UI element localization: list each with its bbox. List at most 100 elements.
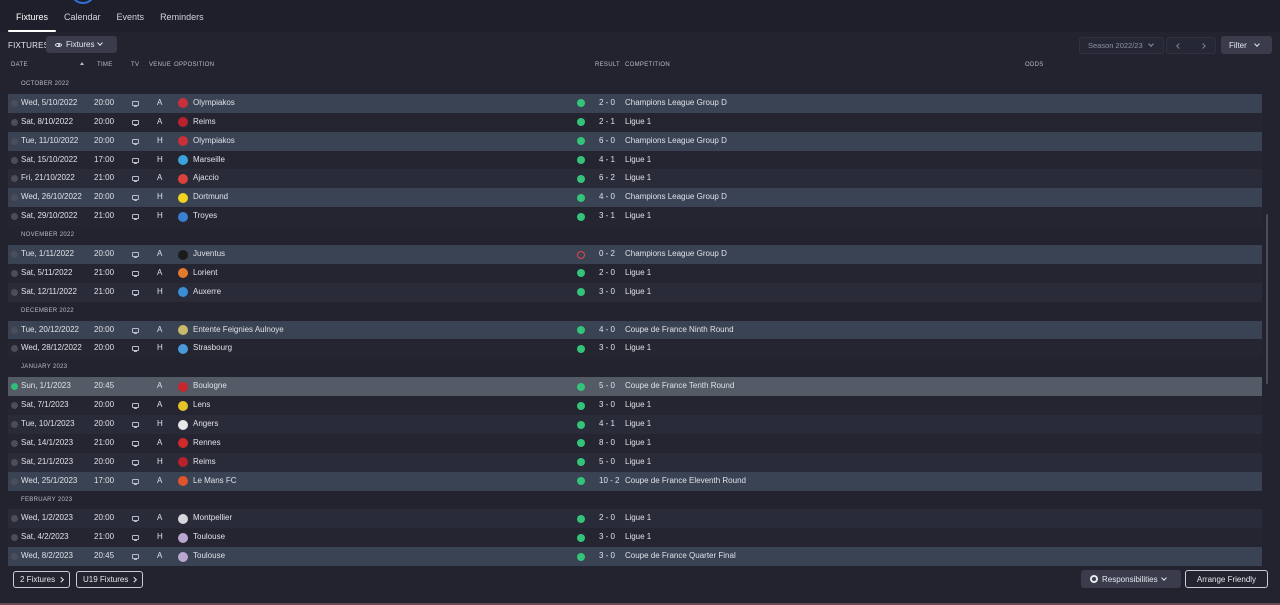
fixture-row[interactable]: Sat, 4/2/2023 21:00 H Toulouse 3 - 0 Ligue 1 [8, 528, 1262, 548]
scrollbar[interactable] [1266, 214, 1268, 384]
filter-button[interactable]: Filter [1221, 36, 1272, 54]
fixture-competition[interactable]: Coupe de France Tenth Round [625, 381, 735, 391]
fixtures-count-button[interactable]: 2 Fixtures [13, 571, 70, 588]
fixture-row[interactable]: Wed, 5/10/2022 20:00 A Olympiakos 2 - 0 Champ… [8, 93, 1262, 113]
header-time[interactable]: TIME [97, 62, 113, 68]
fixture-score[interactable]: 0 - 2 [599, 249, 616, 259]
fixture-row[interactable]: Sat, 29/10/2022 21:00 H Troyes 3 - 1 Ligue 1 [8, 207, 1262, 227]
opposition-name[interactable]: Marseille [193, 154, 226, 164]
fixture-competition[interactable]: Coupe de France Ninth Round [625, 324, 734, 334]
fixture-score[interactable]: 2 - 0 [599, 513, 616, 523]
fixture-row[interactable]: Sat, 12/11/2022 21:00 H Auxerre 3 - 0 Ligue 1 [8, 282, 1262, 302]
responsibilities-button[interactable]: Responsibilities [1081, 570, 1181, 588]
fixture-score[interactable]: 3 - 0 [599, 551, 616, 561]
opposition-name[interactable]: Angers [193, 419, 219, 429]
opposition-name[interactable]: Dortmund [193, 192, 229, 202]
fixture-score[interactable]: 4 - 0 [599, 324, 616, 334]
tab-calendar[interactable]: Calendar [64, 12, 101, 22]
fixture-competition[interactable]: Ligue 1 [625, 343, 652, 353]
tab-events[interactable]: Events [116, 12, 145, 22]
fixture-score[interactable]: 8 - 0 [599, 437, 616, 447]
header-tv[interactable]: TV [131, 62, 140, 68]
fixture-competition[interactable]: Ligue 1 [625, 532, 652, 542]
fixture-score[interactable]: 10 - 2 [599, 475, 620, 485]
tab-fixtures[interactable]: Fixtures [8, 12, 57, 32]
fixture-competition[interactable]: Champions League Group D [625, 135, 727, 145]
opposition-name[interactable]: Reims [193, 456, 216, 466]
club-logo-icon[interactable] [72, 0, 94, 4]
header-competition[interactable]: COMPETITION [625, 62, 670, 68]
fixture-row[interactable]: Sat, 15/10/2022 17:00 H Marseille 4 - 1 Ligue… [8, 150, 1262, 170]
fixture-row[interactable]: Sat, 21/1/2023 20:00 H Reims 5 - 0 Ligue 1 [8, 452, 1262, 472]
fixture-score[interactable]: 4 - 0 [599, 192, 616, 202]
fixture-row[interactable]: Tue, 1/11/2022 20:00 A Juventus 0 - 2 Champio… [8, 245, 1262, 264]
fixture-competition[interactable]: Champions League Group D [625, 249, 727, 259]
opposition-name[interactable]: Le Mans FC [193, 475, 237, 485]
fixture-score[interactable]: 2 - 1 [599, 116, 616, 126]
fixture-score[interactable]: 5 - 0 [599, 381, 616, 391]
view-selector-button[interactable]: Fixtures [46, 36, 117, 53]
opposition-name[interactable]: Entente Feignies Aulnoye [193, 324, 284, 334]
opposition-name[interactable]: Olympiakos [193, 135, 235, 145]
opposition-name[interactable]: Toulouse [193, 551, 226, 561]
fixture-competition[interactable]: Coupe de France Eleventh Round [625, 475, 746, 485]
fixture-competition[interactable]: Ligue 1 [625, 267, 652, 277]
fixture-competition[interactable]: Champions League Group D [625, 97, 727, 107]
fixture-competition[interactable]: Ligue 1 [625, 456, 652, 466]
fixture-competition[interactable]: Ligue 1 [625, 419, 652, 429]
previous-arrow-icon[interactable] [1176, 42, 1182, 49]
fixture-score[interactable]: 3 - 0 [599, 286, 616, 296]
fixture-row[interactable]: Tue, 11/10/2022 20:00 H Olympiakos 6 - 0 Cham… [8, 131, 1262, 151]
header-result[interactable]: RESULT [595, 62, 621, 68]
fixture-row[interactable]: Sun, 1/1/2023 20:45 A Boulogne 5 - 0 Coupe de… [8, 377, 1262, 397]
opposition-name[interactable]: Montpellier [193, 513, 233, 523]
fixture-score[interactable]: 3 - 0 [599, 400, 616, 410]
fixture-score[interactable]: 5 - 0 [599, 456, 616, 466]
tab-reminders[interactable]: Reminders [160, 12, 204, 22]
opposition-name[interactable]: Lens [193, 400, 211, 410]
fixture-row[interactable]: Wed, 26/10/2022 20:00 H Dortmund 4 - 0 Champi… [8, 188, 1262, 208]
opposition-name[interactable]: Reims [193, 116, 216, 126]
fixture-competition[interactable]: Ligue 1 [625, 211, 652, 221]
fixture-score[interactable]: 6 - 0 [599, 135, 616, 145]
fixture-row[interactable]: Fri, 21/10/2022 21:00 A Ajaccio 6 - 2 Ligue 1 [8, 169, 1262, 189]
header-opposition[interactable]: OPPOSITION [174, 62, 215, 68]
fixture-row[interactable]: Wed, 25/1/2023 17:00 A Le Mans FC 10 - 2 Coup… [8, 471, 1262, 491]
fixture-row[interactable]: Wed, 28/12/2022 20:00 H Strasbourg 3 - 0 Ligu… [8, 339, 1262, 359]
fixture-competition[interactable]: Ligue 1 [625, 154, 652, 164]
header-odds[interactable]: ODDS [1025, 62, 1044, 68]
fixture-row[interactable]: Sat, 8/10/2022 20:00 A Reims 2 - 1 Ligue 1 [8, 112, 1262, 132]
arrange-friendly-button[interactable]: Arrange Friendly [1185, 570, 1268, 588]
fixture-competition[interactable]: Ligue 1 [625, 400, 652, 410]
fixture-score[interactable]: 2 - 0 [599, 267, 616, 277]
opposition-name[interactable]: Olympiakos [193, 97, 235, 107]
fixture-score[interactable]: 4 - 1 [599, 154, 616, 164]
fixture-row[interactable]: Tue, 20/12/2022 20:00 A Entente Feignies Au… [8, 320, 1262, 340]
fixture-competition[interactable]: Ligue 1 [625, 513, 652, 523]
fixture-row[interactable]: Wed, 1/2/2023 20:00 A Montpellier 2 - 0 Ligue… [8, 509, 1262, 529]
opposition-name[interactable]: Ajaccio [193, 173, 219, 183]
fixture-competition[interactable]: Ligue 1 [625, 173, 652, 183]
fixture-competition[interactable]: Champions League Group D [625, 192, 727, 202]
fixture-score[interactable]: 2 - 0 [599, 97, 616, 107]
opposition-name[interactable]: Strasbourg [193, 343, 233, 353]
fixture-competition[interactable]: Ligue 1 [625, 116, 652, 126]
fixture-score[interactable]: 4 - 1 [599, 419, 616, 429]
u19-fixtures-button[interactable]: U19 Fixtures [76, 571, 143, 588]
fixture-competition[interactable]: Ligue 1 [625, 437, 652, 447]
fixture-row[interactable]: Sat, 14/1/2023 21:00 A Rennes 8 - 0 Ligue 1 [8, 433, 1262, 453]
next-arrow-icon[interactable] [1200, 42, 1206, 49]
fixture-score[interactable]: 3 - 0 [599, 343, 616, 353]
season-selector[interactable]: Season 2022/23 [1079, 37, 1164, 54]
fixture-row[interactable]: Wed, 8/2/2023 20:45 A Toulouse 3 - 0 Coupe de… [8, 547, 1262, 567]
opposition-name[interactable]: Troyes [193, 211, 218, 221]
fixture-competition[interactable]: Coupe de France Quarter Final [625, 551, 736, 561]
header-date[interactable]: DATE [11, 62, 28, 68]
fixture-row[interactable]: Tue, 10/1/2023 20:00 H Angers 4 - 1 Ligue 1 [8, 415, 1262, 434]
header-venue[interactable]: VENUE [149, 62, 172, 68]
fixture-score[interactable]: 3 - 0 [599, 532, 616, 542]
fixture-score[interactable]: 3 - 1 [599, 211, 616, 221]
fixture-row[interactable]: Sat, 5/11/2022 21:00 A Lorient 2 - 0 Ligue 1 [8, 263, 1262, 283]
fixture-score[interactable]: 6 - 2 [599, 173, 616, 183]
opposition-name[interactable]: Lorient [193, 267, 218, 277]
